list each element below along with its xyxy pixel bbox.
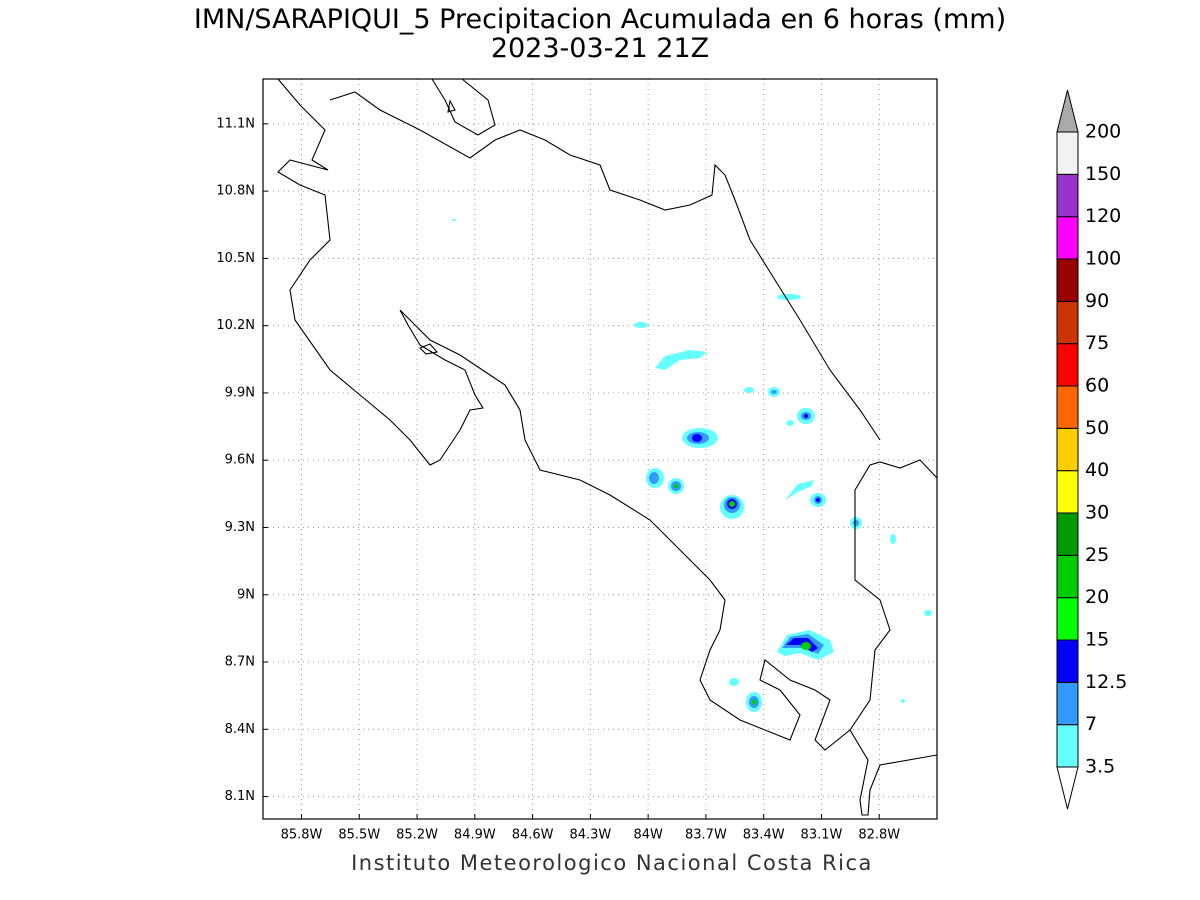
- precip-area: [729, 501, 735, 507]
- coastline: [329, 91, 881, 441]
- colorbar-label: 100: [1085, 248, 1121, 270]
- colorbar-label: 30: [1085, 502, 1109, 524]
- colorbar-label: 40: [1085, 459, 1109, 481]
- coastline: [849, 729, 938, 816]
- precip-area: [452, 219, 456, 221]
- x-tick-label: 84W: [633, 828, 663, 843]
- coastline: [277, 78, 938, 751]
- y-tick-label: 9.6N: [225, 453, 255, 468]
- precip-area: [890, 534, 896, 544]
- precip-area: [744, 387, 754, 393]
- colorbar-bin: [1056, 470, 1079, 514]
- subtitle: 2023-03-21 21Z: [491, 33, 709, 64]
- colorbar-bin: [1056, 512, 1079, 556]
- colorbar-label: 15: [1085, 629, 1109, 651]
- footer: Instituto Meteorologico Nacional Costa R…: [351, 851, 873, 875]
- map-frame: [262, 78, 938, 820]
- precipitation: [452, 219, 932, 712]
- precip-area: [674, 484, 678, 488]
- precip-area: [924, 610, 932, 616]
- colorbar-bin: [1056, 639, 1079, 683]
- colorbar-bin: [1056, 597, 1079, 641]
- colorbar-label: 25: [1085, 544, 1109, 566]
- colorbar-bin: [1056, 173, 1079, 218]
- colorbar-label: 75: [1085, 332, 1109, 354]
- precip-area: [816, 498, 820, 502]
- colorbar-label: 50: [1085, 417, 1109, 439]
- colorbar-bin: [1056, 343, 1079, 387]
- precip-area: [692, 434, 702, 442]
- y-tick-label: 9.3N: [225, 520, 255, 535]
- colorbar-label: 20: [1085, 586, 1109, 608]
- x-tick-label: 82.8W: [858, 828, 900, 843]
- precip-area: [777, 294, 801, 300]
- precip-area: [804, 414, 808, 418]
- precip-area: [634, 322, 648, 328]
- colorbar-over: [1056, 89, 1079, 133]
- y-tick-label: 9.9N: [225, 385, 255, 400]
- y-tick-label: 10.5N: [216, 251, 255, 266]
- colorbar-bin: [1056, 681, 1079, 726]
- coastline: [447, 99, 456, 113]
- coastlines: [277, 78, 938, 816]
- title: IMN/SARAPIQUI_5 Precipitacion Acumulada …: [194, 4, 1006, 35]
- x-tick-label: 83.7W: [685, 828, 727, 843]
- precip-area: [752, 699, 756, 705]
- precip-area: [786, 420, 794, 426]
- y-tick-label: 8.4N: [225, 722, 255, 737]
- colorbar-bin: [1056, 385, 1079, 429]
- grid: [263, 79, 937, 819]
- colorbar-label: 90: [1085, 290, 1109, 312]
- x-tick-label: 84.6W: [512, 828, 554, 843]
- coastline: [419, 343, 439, 355]
- x-tick-label: 85.8W: [281, 828, 323, 843]
- precip-area: [801, 642, 811, 650]
- x-tick-label: 84.3W: [569, 828, 611, 843]
- precip-area: [729, 678, 739, 686]
- colorbar-label: 150: [1085, 163, 1121, 185]
- colorbar-label: 200: [1085, 121, 1121, 143]
- colorbar-label: 60: [1085, 375, 1109, 397]
- colorbar-bin: [1056, 216, 1079, 260]
- colorbar-bin: [1056, 258, 1079, 302]
- x-tick-label: 83.1W: [801, 828, 843, 843]
- y-tick-label: 8.1N: [225, 789, 255, 804]
- x-tick-label: 84.9W: [454, 828, 496, 843]
- colorbar-under: [1056, 766, 1079, 810]
- colorbar-label: 3.5: [1085, 756, 1115, 778]
- precip-area: [901, 699, 905, 703]
- colorbar-label: 120: [1085, 205, 1121, 227]
- y-tick-label: 8.7N: [225, 655, 255, 670]
- y-tick-label: 10.8N: [216, 184, 255, 199]
- x-tick-label: 83.4W: [743, 828, 785, 843]
- precip-area: [785, 480, 814, 500]
- y-tick-label: 11.1N: [216, 116, 255, 131]
- colorbar-bin: [1056, 724, 1079, 768]
- precip-area: [771, 390, 777, 394]
- colorbar-bin: [1056, 554, 1079, 599]
- colorbar: 3.5 7 12.5 15 20 25 30 40 50 60 75 90 100 120 150 200: [1056, 89, 1127, 810]
- y-tick-label: 10.2N: [216, 318, 255, 333]
- coastline: [431, 78, 496, 136]
- colorbar-bin: [1056, 131, 1079, 175]
- colorbar-bin: [1056, 427, 1079, 472]
- x-tick-label: 85.5W: [338, 828, 380, 843]
- colorbar-bin: [1056, 300, 1079, 345]
- precip-area: [649, 472, 659, 484]
- precip-area: [853, 520, 859, 526]
- precip-area: [655, 350, 707, 370]
- colorbar-label: 7: [1085, 713, 1097, 735]
- y-tick-label: 9N: [237, 587, 255, 602]
- ticks: 85.8W 85.5W 85.2W 84.9W 84.6W 84.3W 84W 83.7W 83…: [216, 116, 900, 842]
- colorbar-label: 12.5: [1085, 671, 1127, 693]
- x-tick-label: 85.2W: [396, 828, 438, 843]
